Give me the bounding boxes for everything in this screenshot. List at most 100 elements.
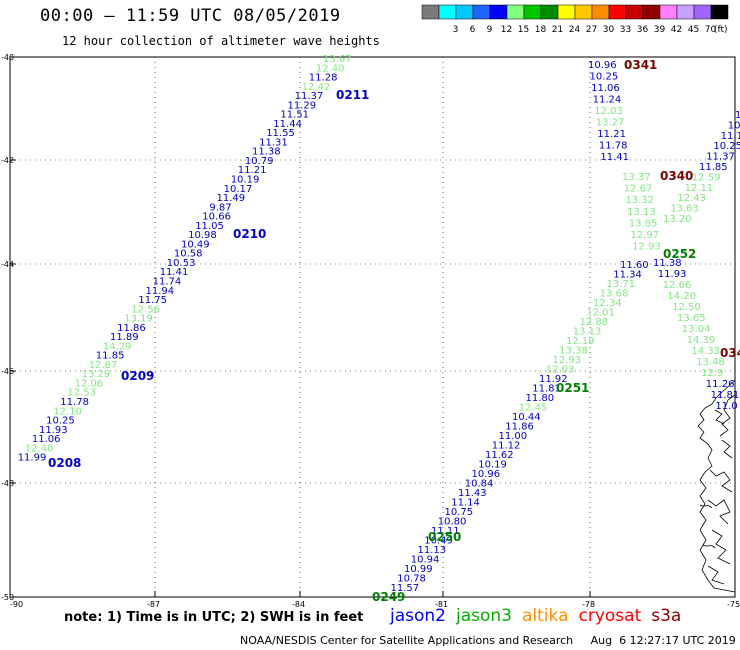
wave-height-label: 11.43 <box>458 488 487 499</box>
pass-number-label: 0211 <box>336 88 369 102</box>
wave-height-label: 10.56 <box>728 120 740 131</box>
wave-height-label: 12.45 <box>519 403 548 414</box>
coastline-segment <box>714 409 725 425</box>
wave-height-label: 11.29 <box>288 100 317 111</box>
lon-label: -87 <box>147 600 160 609</box>
colorbar-tick-label: 39 <box>654 25 666 35</box>
pass-number-label: 0209 <box>121 369 154 383</box>
wave-height-label: 12.03 <box>546 365 575 376</box>
wave-height-label: 10.79 <box>245 156 274 167</box>
wave-height-label: 11.75 <box>138 295 167 306</box>
wave-height-label: 10.19 <box>231 175 260 186</box>
wave-height-label: 12.42 <box>302 82 331 93</box>
lat-label: -44 <box>1 260 14 269</box>
pass-number-label: 0249 <box>372 590 405 604</box>
wave-height-label: 11.49 <box>217 193 246 204</box>
wave-height-label: 10.80 <box>438 517 467 528</box>
legend-entry-cryosat: cryosat <box>578 606 642 626</box>
wave-height-label: 12.43 <box>677 193 706 204</box>
colorbar-tick-label: 6 <box>470 25 476 35</box>
lat-label: -42 <box>1 156 14 165</box>
wave-height-label: 11.93 <box>658 269 687 280</box>
map-frame <box>9 56 736 598</box>
map-plot[interactable]: -40 -42 -44 -46 -48 -50-90 -87 -84 -81 -78 -75 13.6… <box>0 0 740 610</box>
legend-entry-jason2: jason2 <box>390 606 446 626</box>
wave-height-label: 12.9 <box>701 368 723 379</box>
wave-height-label: 12.06 <box>75 378 104 389</box>
coastline-segment <box>707 565 725 585</box>
lat-label: -48 <box>1 479 14 488</box>
wave-height-label: 12.87 <box>89 360 118 371</box>
coastline-segment <box>707 499 731 525</box>
wave-height-label: 12.59 <box>692 172 721 183</box>
wave-height-label: 12.93 <box>632 242 661 253</box>
pass-number-label: 0210 <box>233 227 266 241</box>
wave-height-label: 11.13 <box>418 545 447 556</box>
wave-height-label: 11.93 <box>39 425 68 436</box>
lon-label: -81 <box>435 600 448 609</box>
wave-height-label: 11.41 <box>160 267 189 278</box>
wave-height-label: 10.84 <box>465 479 494 490</box>
wave-height-label: 10.25 <box>46 416 75 427</box>
wave-height-label: 13.85 <box>629 218 658 229</box>
wave-height-label: 11.60 <box>620 260 649 271</box>
wave-height-label: 11.21 <box>597 129 626 140</box>
wave-height-label: 11.92 <box>539 374 568 385</box>
wave-height-label: 11.74 <box>153 276 182 287</box>
wave-height-label: 13.32 <box>625 195 654 206</box>
colorbar-tick-label: 27 <box>586 25 597 35</box>
wave-height-label: 11.78 <box>60 397 89 408</box>
wave-height-label: 11.85 <box>96 351 125 362</box>
wave-height-label: 13.38 <box>559 346 588 357</box>
wave-height-label: 12.03 <box>594 106 623 117</box>
legend-entry-jason3: jason3 <box>456 606 512 626</box>
wave-height-label: 11.86 <box>117 323 146 334</box>
wave-height-label: 11.12 <box>492 441 521 452</box>
lon-label: -75 <box>727 600 740 609</box>
wave-height-label: 14.29 <box>103 341 132 352</box>
coastline-segment <box>697 379 736 593</box>
page-title: 00:00 – 11:59 UTC 08/05/2019 <box>40 6 341 26</box>
wave-height-label: 13.65 <box>677 313 706 324</box>
wave-height-label: 13.71 <box>607 279 636 290</box>
wave-height-label: 10.49 <box>424 536 453 547</box>
wave-height-label: 12.11 <box>685 183 714 194</box>
lat-label: -46 <box>1 367 14 376</box>
wave-height-label: 11.78 <box>599 141 628 152</box>
coastline-segment <box>709 469 733 493</box>
wave-height-label: 12.67 <box>624 184 653 195</box>
wave-height-label: 11.14 <box>451 498 480 509</box>
wave-height-label: 11.44 <box>273 119 302 130</box>
page-subtitle: 12 hour collection of altimeter wave hei… <box>62 34 380 48</box>
wave-height-label: 11.55 <box>266 128 295 139</box>
wave-height-label: 11.34 <box>613 270 642 281</box>
wave-height-label: 12.01 <box>586 308 615 319</box>
legend-entry-s3a: s3a <box>651 606 682 626</box>
wave-height-label: 13.19 <box>124 314 153 325</box>
lat-label: -40 <box>1 53 14 62</box>
colorbar-tick-label: 30 <box>603 25 615 35</box>
wave-height-label: 12.50 <box>672 302 701 313</box>
wave-height-label: 10. <box>735 110 740 121</box>
wave-height-label: 11.05 <box>195 221 224 232</box>
wave-height-label: 11.11 <box>431 526 460 537</box>
wave-height-label: 14.33 <box>691 346 720 357</box>
wave-height-label: 13.13 <box>627 207 656 218</box>
wave-height-label: 12.93 <box>553 355 582 366</box>
footnote: note: 1) Time is in UTC; 2) SWH is in fe… <box>64 610 364 625</box>
wave-height-label: 11.80 <box>526 393 555 404</box>
wave-height-label: 14.39 <box>687 335 716 346</box>
pass-number-label: 0208 <box>48 456 81 470</box>
coastline-segment <box>721 439 733 459</box>
colorbar-tick-label: 33 <box>620 25 631 35</box>
colorbar-tick-label: 36 <box>637 25 649 35</box>
colorbar-swatch <box>710 4 729 20</box>
wave-height-label: 10.53 <box>167 258 196 269</box>
wave-height-label: 11.0 <box>715 401 737 412</box>
colorbar-tick-label: 21 <box>552 25 563 35</box>
wave-height-label: 11.85 <box>699 162 728 173</box>
wave-height-label: 12.34 <box>593 298 622 309</box>
wave-height-label: 13.29 <box>82 369 111 380</box>
wave-height-label: 10.94 <box>411 555 440 566</box>
